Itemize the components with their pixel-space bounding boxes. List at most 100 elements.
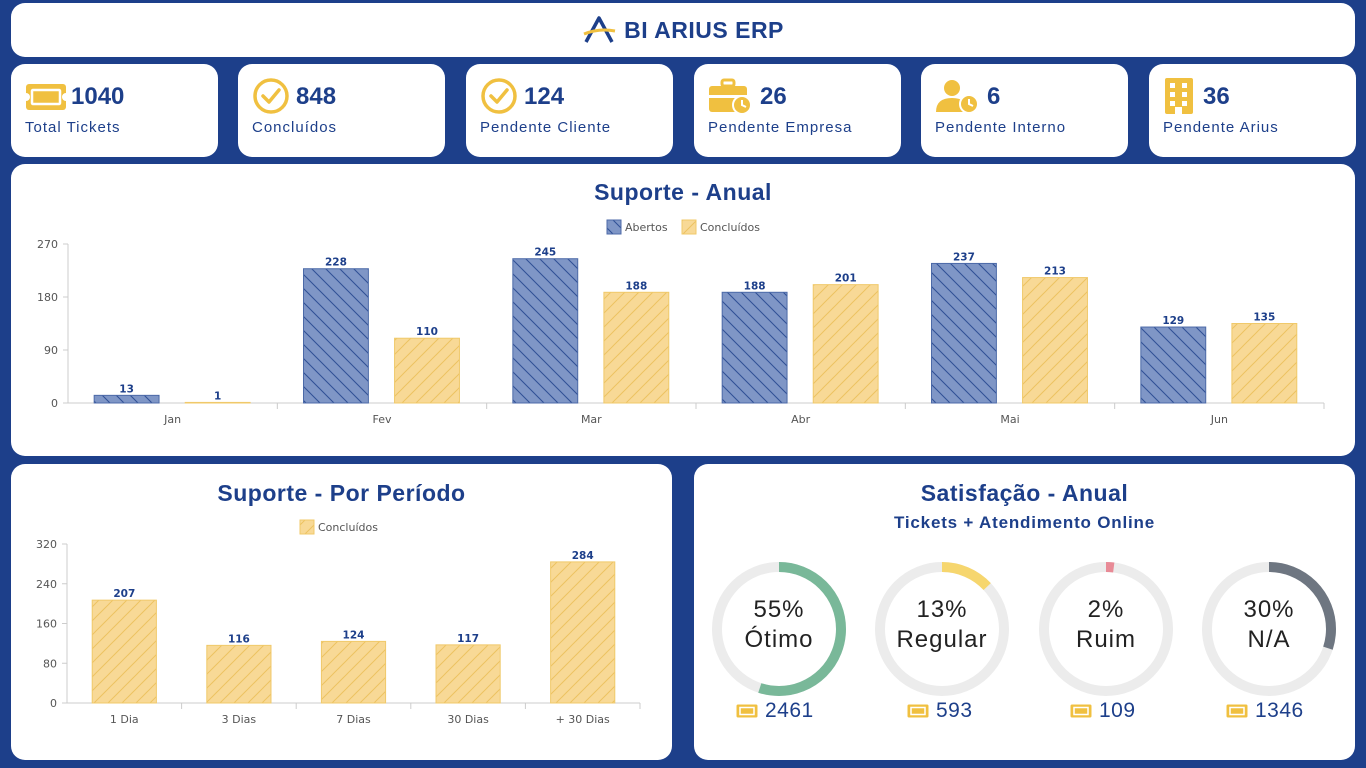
satisfaction-donuts xyxy=(712,562,1336,696)
x-tick-label: 30 Dias xyxy=(447,713,489,726)
ticket-icon xyxy=(25,84,69,110)
bar-data-label: 124 xyxy=(343,629,365,641)
legend-label: Concluídos xyxy=(700,221,760,234)
donut-label-ruim: 2% Ruim xyxy=(1056,595,1156,655)
donut-arc xyxy=(1202,562,1336,696)
briefcase-clock-icon xyxy=(709,78,752,114)
annual-chart-card: Suporte - Anual Abertos Concluídos 0 90 180 2… xyxy=(11,164,1355,456)
kpi-label: Concluídos xyxy=(252,119,338,136)
bar xyxy=(206,644,272,704)
y-tick-label: 0 xyxy=(50,697,57,710)
bar xyxy=(394,337,460,404)
kpi-pendente-empresa[interactable]: 26 Pendente Empresa xyxy=(694,64,901,157)
bar xyxy=(550,561,616,704)
donut-pct: 13% xyxy=(916,596,968,623)
donut-label: N/A xyxy=(1247,626,1291,653)
y-tick-label: 80 xyxy=(43,657,57,670)
kpi-label: Pendente Cliente xyxy=(480,119,612,136)
kpi-label: Pendente Interno xyxy=(935,119,1067,136)
x-tick-label: Jan xyxy=(163,413,181,426)
count-regular: 593 xyxy=(907,699,973,723)
count-value: 1346 xyxy=(1255,699,1304,722)
bar-data-label: 237 xyxy=(953,251,975,263)
donut-label: Ótimo xyxy=(744,626,814,653)
x-tick-label: Abr xyxy=(791,413,811,426)
x-tick-label: + 30 Dias xyxy=(556,713,610,726)
check-circle-icon xyxy=(481,78,517,114)
kpi-value: 1040 xyxy=(71,83,125,110)
bar xyxy=(812,284,879,404)
period-bar-chart: Concluídos 0 80 160 240 320 1 Dia 207 3 Dias 116 7… xyxy=(36,519,641,726)
kpi-value: 6 xyxy=(987,83,1001,110)
bar xyxy=(721,291,788,404)
bar-data-label: 188 xyxy=(625,280,647,292)
app-title: BI ARIUS ERP xyxy=(624,16,784,43)
bar xyxy=(91,599,157,704)
building-icon xyxy=(1165,78,1193,114)
bar-data-label: 207 xyxy=(113,588,135,600)
ticket-icon xyxy=(736,704,758,718)
bar-data-label: 116 xyxy=(228,633,250,645)
bar-data-label: 117 xyxy=(457,633,479,645)
x-tick-label: 3 Dias xyxy=(222,713,257,726)
bar xyxy=(1022,277,1088,404)
bar-data-label: 213 xyxy=(1044,266,1066,278)
header-bar: BI ARIUS ERP xyxy=(11,3,1355,57)
bar xyxy=(1140,326,1207,404)
bar-data-label: 245 xyxy=(534,247,556,259)
kpi-pendente-cliente[interactable]: 124 Pendente Cliente xyxy=(466,64,673,157)
donut-pct: 2% xyxy=(1087,596,1125,623)
y-tick-label: 270 xyxy=(37,238,58,251)
y-tick-label: 240 xyxy=(36,578,57,591)
bar xyxy=(93,394,160,404)
donut-arc xyxy=(875,562,1009,696)
bar-data-label: 135 xyxy=(1253,312,1275,324)
count-value: 109 xyxy=(1099,699,1136,722)
y-tick-label: 0 xyxy=(51,397,58,410)
kpi-value: 848 xyxy=(296,83,337,110)
kpi-pendente-arius[interactable]: 36 Pendente Arius xyxy=(1149,64,1356,157)
bar-data-label: 1 xyxy=(214,390,221,402)
donut-label-na: 30% N/A xyxy=(1219,595,1319,655)
count-ruim: 109 xyxy=(1070,699,1136,723)
kpi-concluidos[interactable]: 848 Concluídos xyxy=(238,64,445,157)
donut-label-otimo: 55% Ótimo xyxy=(729,595,829,655)
bar xyxy=(320,640,387,704)
bar-data-label: 228 xyxy=(325,257,347,269)
chart-legend: Concluídos xyxy=(299,519,378,535)
user-clock-icon xyxy=(936,80,979,114)
satisfaction-title: Satisfação - Anual xyxy=(920,480,1129,506)
legend-label: Abertos xyxy=(625,221,668,234)
donut-arc xyxy=(1039,562,1173,696)
kpi-pendente-interno[interactable]: 6 Pendente Interno xyxy=(921,64,1128,157)
bar-data-label: 201 xyxy=(835,273,857,285)
x-tick-label: 7 Dias xyxy=(336,713,371,726)
kpi-value: 36 xyxy=(1203,83,1230,110)
x-tick-label: Fev xyxy=(372,413,391,426)
bar xyxy=(303,268,369,404)
count-value: 593 xyxy=(936,699,973,722)
satisfaction-subtitle: Tickets + Atendimento Online xyxy=(894,513,1155,532)
legend-swatch xyxy=(299,519,315,535)
bar-data-label: 13 xyxy=(119,383,134,395)
legend-swatch xyxy=(606,219,622,235)
kpi-label: Pendente Empresa xyxy=(708,119,853,136)
bar xyxy=(512,258,579,404)
kpi-label: Total Tickets xyxy=(25,119,121,136)
chart-legend: Abertos Concluídos xyxy=(606,219,760,235)
bar-data-label: 110 xyxy=(416,326,438,338)
ticket-icon xyxy=(907,704,929,718)
arius-logo-icon xyxy=(583,16,616,43)
kpi-total-tickets[interactable]: 1040 Total Tickets xyxy=(11,64,218,157)
kpi-label: Pendente Arius xyxy=(1163,119,1279,136)
period-chart-card: Suporte - Por Período Concluídos 0 80 160 24… xyxy=(11,464,672,760)
donut-label: Ruim xyxy=(1075,626,1136,653)
donut-label: Regular xyxy=(896,626,988,653)
bar xyxy=(931,262,997,404)
donut-arc xyxy=(712,562,846,696)
count-value: 2461 xyxy=(765,699,814,722)
kpi-value: 124 xyxy=(524,83,565,110)
x-tick-label: 1 Dia xyxy=(110,713,139,726)
ticket-icon xyxy=(1070,704,1092,718)
bar-data-label: 188 xyxy=(744,280,766,292)
